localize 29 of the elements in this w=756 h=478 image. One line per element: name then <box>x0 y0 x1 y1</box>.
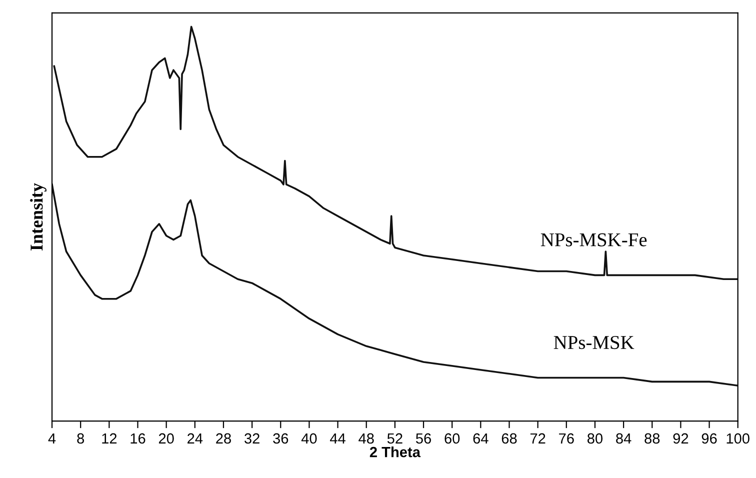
x-tick-label: 80 <box>587 433 603 444</box>
x-tick-label: 52 <box>387 433 402 444</box>
x-tick-label: 56 <box>416 433 431 444</box>
x-tick-label: 28 <box>216 433 231 444</box>
x-tick-label: 48 <box>358 433 374 444</box>
x-tick-label: 60 <box>444 433 460 444</box>
x-tick-label: 44 <box>330 433 346 444</box>
x-tick-label: 4 <box>48 433 56 444</box>
x-tick-label: 36 <box>273 433 288 444</box>
x-tick-label: 100 <box>726 433 750 444</box>
x-tick-label: 8 <box>77 433 84 444</box>
x-tick-label: 32 <box>244 433 260 444</box>
y-axis-title: Intensity <box>30 183 46 251</box>
x-tick-label: 96 <box>702 433 717 444</box>
x-tick-label: 72 <box>530 433 546 444</box>
x-tick-label: 20 <box>158 433 174 444</box>
x-tick-label: 16 <box>130 433 146 444</box>
x-tick-label: 92 <box>673 433 688 444</box>
series-label: NPs-MSK <box>554 336 634 350</box>
x-axis-title: 2 Theta <box>370 446 421 458</box>
x-tick-label: 76 <box>559 433 574 444</box>
x-tick-label: 24 <box>188 433 203 444</box>
x-tick-label: 12 <box>102 433 117 444</box>
x-tick-label: 40 <box>301 433 317 444</box>
x-tick-label: 68 <box>502 433 517 444</box>
x-tick-label: 88 <box>644 433 660 444</box>
x-tick-label: 84 <box>616 433 632 444</box>
x-tick-label: 64 <box>473 433 488 444</box>
series-label: NPs-MSK-Fe <box>540 233 647 246</box>
